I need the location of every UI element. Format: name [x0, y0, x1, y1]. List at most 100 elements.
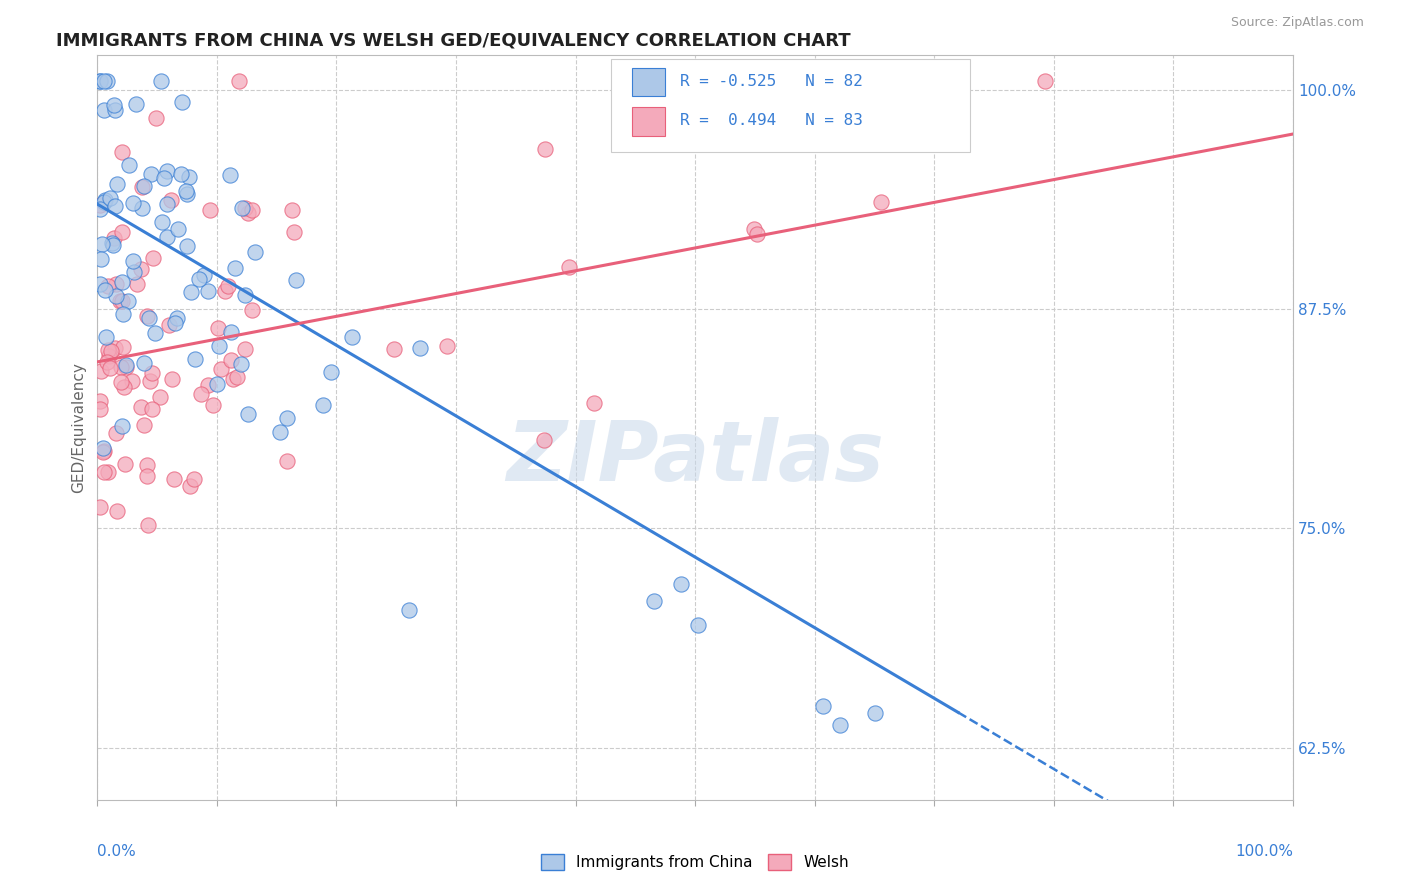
Point: [150, 215, 173, 229]
Point: [93, 194, 115, 209]
Point: [217, 279, 239, 293]
Point: [828, 718, 851, 732]
Point: [138, 310, 160, 325]
Point: [285, 272, 308, 286]
Point: [96, 343, 118, 357]
Point: [112, 380, 135, 394]
Point: [143, 326, 166, 340]
Point: [219, 352, 242, 367]
Point: [240, 202, 263, 217]
Point: [131, 179, 153, 194]
Point: [93, 74, 115, 88]
Point: [94, 283, 117, 297]
Point: [398, 603, 420, 617]
Point: [97, 279, 120, 293]
Point: [115, 359, 138, 373]
Point: [222, 372, 245, 386]
Point: [207, 377, 229, 392]
Point: [163, 472, 186, 486]
Point: [176, 238, 198, 252]
Point: [129, 400, 152, 414]
Point: [190, 386, 212, 401]
Point: [110, 375, 132, 389]
Point: [90, 364, 112, 378]
Point: [105, 504, 128, 518]
Point: [136, 469, 159, 483]
Point: [139, 167, 162, 181]
Point: [209, 361, 232, 376]
Point: [153, 170, 176, 185]
Point: [149, 74, 172, 88]
Point: [103, 231, 125, 245]
Text: 0.0%: 0.0%: [97, 845, 136, 859]
Point: [142, 251, 165, 265]
Point: [145, 111, 167, 125]
Point: [91, 441, 114, 455]
Point: [105, 289, 128, 303]
Point: [197, 284, 219, 298]
Point: [198, 203, 221, 218]
Point: [104, 277, 127, 292]
Point: [160, 371, 183, 385]
Point: [166, 310, 188, 325]
Point: [110, 360, 132, 375]
Point: [243, 244, 266, 259]
Point: [139, 374, 162, 388]
Point: [125, 97, 148, 112]
Point: [224, 260, 246, 275]
Text: Source: ZipAtlas.com: Source: ZipAtlas.com: [1230, 16, 1364, 29]
Point: [117, 293, 139, 308]
Point: [236, 408, 259, 422]
Point: [112, 340, 135, 354]
Point: [193, 268, 215, 283]
Point: [111, 145, 134, 159]
Point: [89, 393, 111, 408]
Point: [89, 198, 111, 212]
Y-axis label: GED/Equivalency: GED/Equivalency: [72, 362, 86, 493]
Point: [98, 361, 121, 376]
Point: [202, 398, 225, 412]
Point: [96, 355, 118, 369]
Point: [135, 458, 157, 473]
Point: [105, 177, 128, 191]
Point: [1033, 74, 1056, 88]
Point: [197, 378, 219, 392]
Text: 100.0%: 100.0%: [1234, 845, 1294, 859]
Point: [89, 500, 111, 515]
Point: [184, 351, 207, 366]
Point: [114, 458, 136, 472]
Point: [94, 330, 117, 344]
Point: [228, 74, 250, 88]
Point: [176, 186, 198, 201]
Point: [170, 95, 193, 109]
Point: [238, 206, 260, 220]
Point: [219, 325, 242, 339]
Point: [180, 285, 202, 300]
Point: [813, 699, 835, 714]
Point: [132, 356, 155, 370]
Point: [121, 374, 143, 388]
Point: [219, 168, 242, 182]
Point: [89, 202, 111, 216]
Point: [155, 229, 177, 244]
Text: R = -0.525   N = 82: R = -0.525 N = 82: [679, 74, 862, 88]
Point: [226, 370, 249, 384]
Point: [122, 254, 145, 268]
Point: [436, 339, 458, 353]
Point: [93, 443, 115, 458]
Point: [89, 74, 111, 88]
Point: [174, 185, 197, 199]
Point: [91, 444, 114, 458]
Point: [101, 236, 124, 251]
Point: [141, 401, 163, 416]
Point: [125, 277, 148, 292]
Point: [90, 252, 112, 267]
Point: [382, 342, 405, 356]
Point: [183, 472, 205, 486]
Point: [865, 706, 887, 720]
Point: [100, 344, 122, 359]
Point: [121, 195, 143, 210]
Point: [558, 260, 581, 274]
Point: [96, 74, 118, 88]
Point: [97, 465, 120, 479]
